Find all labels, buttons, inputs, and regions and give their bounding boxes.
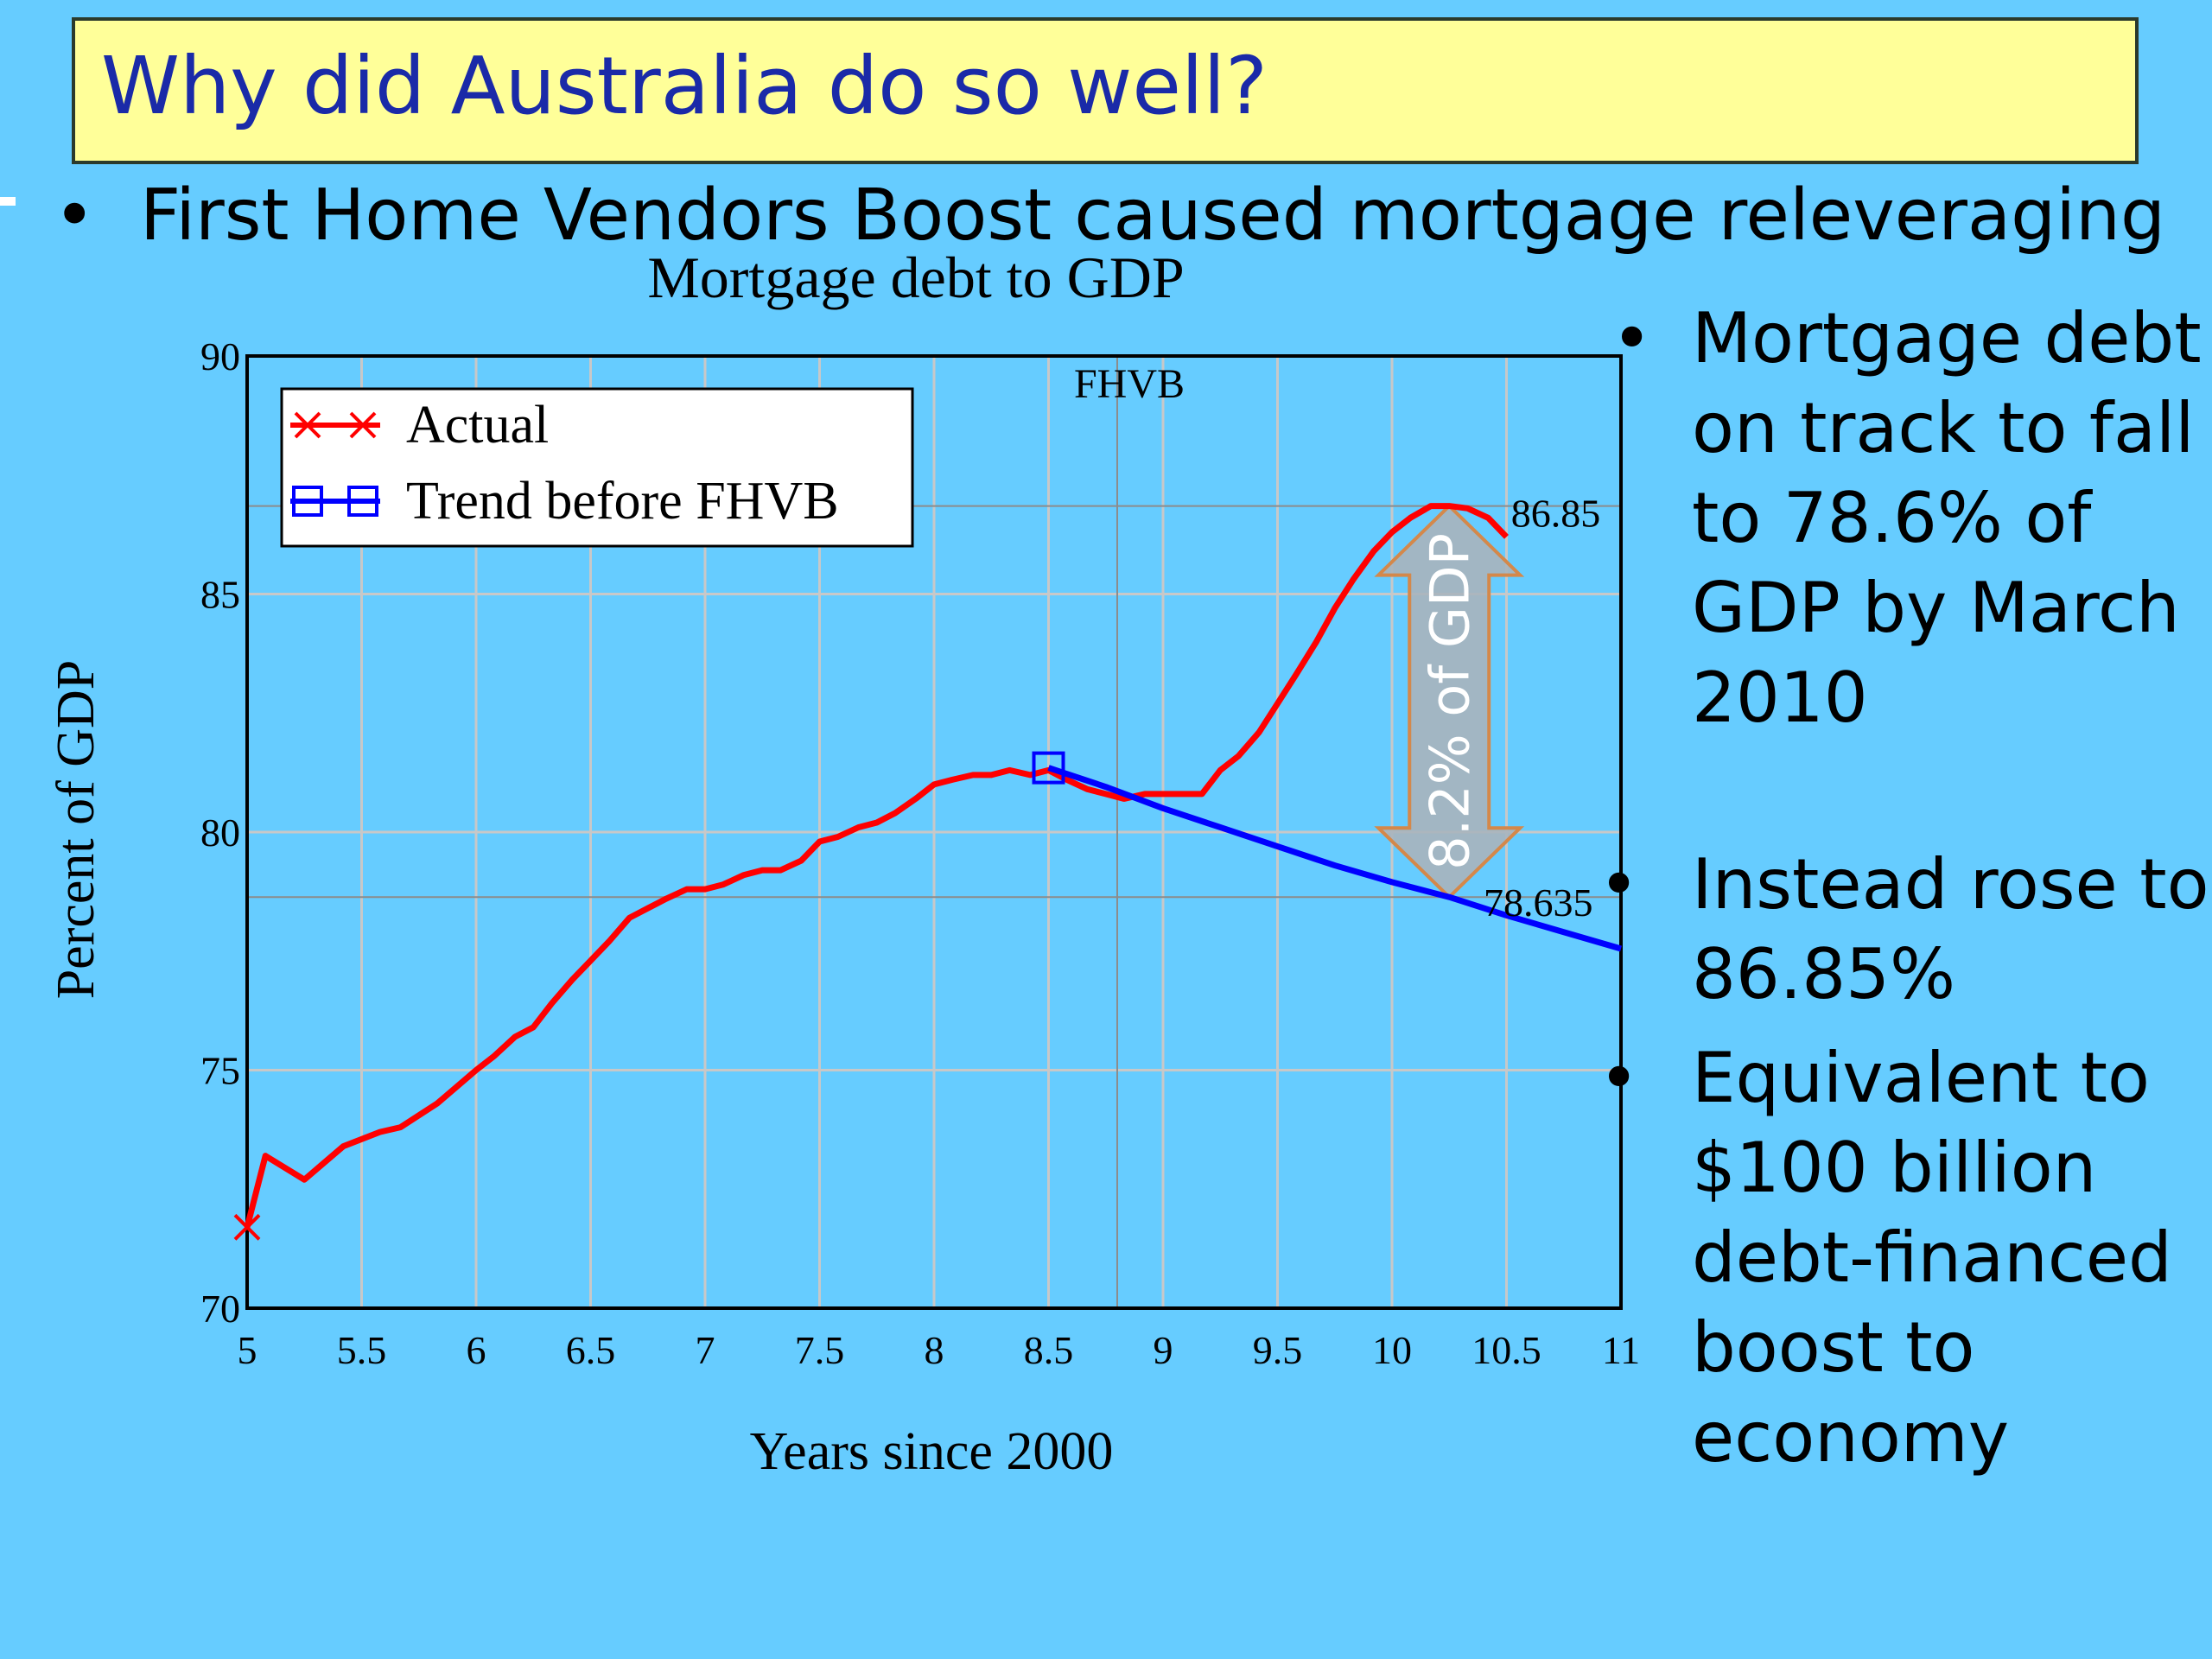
fhvb-label: FHVB [1074, 361, 1185, 407]
x-tick-label: 10 [1372, 1328, 1412, 1372]
x-tick-label: 5.5 [337, 1328, 387, 1372]
y-axis-label: Percent of GDP [47, 660, 105, 1000]
legend-marker-trend [347, 486, 378, 517]
series-line-trend [1047, 765, 1622, 952]
plot-border [245, 354, 1623, 1310]
corner-mark [0, 197, 16, 206]
x-tick-label: 9 [1154, 1328, 1173, 1372]
chart-title: Mortgage debt to GDP [647, 245, 1184, 310]
x-tick-label: 5 [238, 1328, 257, 1372]
x-tick-label: 6 [467, 1328, 486, 1372]
x-tick-label: 7 [696, 1328, 715, 1372]
series-lines [233, 503, 1622, 1241]
x-tick-label: 9.5 [1253, 1328, 1303, 1372]
x-tick-label: 8 [925, 1328, 944, 1372]
side-bullet-3-marker: • [1599, 1038, 1640, 1118]
side-bullet-2-text: Instead rose to 86.85% [1692, 844, 2209, 1014]
y-tick-labels: 70 75 80 85 90 [200, 334, 240, 1331]
x-tick-label: 11 [1602, 1328, 1640, 1372]
legend-marker-actual [294, 411, 321, 439]
legend-label-actual: Actual [406, 396, 549, 454]
y-tick-label: 75 [200, 1049, 240, 1093]
slide-title: Why did Australia do so well? [101, 40, 1268, 132]
chart-container: Mortgage debt to GDP Percent of GDP Year… [0, 242, 1650, 1521]
side-bullet-3-text: Equivalent to $100 billion debt-financed… [1692, 1038, 2172, 1478]
x-tick-label: 6.5 [566, 1328, 616, 1372]
side-bullet-2-marker: • [1599, 844, 1640, 925]
main-bullet-text: First Home Vendors Boost caused mortgage… [140, 175, 2166, 257]
legend-label-trend: Trend before FHVB [406, 472, 839, 531]
x-tick-label: 10.5 [1471, 1328, 1541, 1372]
legend-symbol-trend [290, 486, 380, 517]
title-box: Why did Australia do so well? [72, 17, 2139, 164]
annotations: FHVB 86.85 78.635 8.2% of GDP [1074, 361, 1600, 925]
y-tick-label: 80 [200, 810, 240, 855]
x-axis-label: Years since 2000 [750, 1422, 1114, 1481]
x-tick-label: 8.5 [1024, 1328, 1074, 1372]
series-marker-trend [1032, 751, 1065, 785]
y-tick-label: 90 [200, 334, 240, 378]
legend-symbol-actual [290, 411, 380, 439]
y-tick-label: 85 [200, 573, 240, 617]
bullet-marker: • [54, 175, 96, 257]
x-tick-labels: 5 5.5 6 6.5 7 7.5 8 8.5 9 9.5 10 10.5 11 [238, 1328, 1641, 1372]
trend-value-label: 78.635 [1484, 880, 1593, 925]
gap-label: 8.2% of GDP [1418, 533, 1481, 870]
y-tick-label: 70 [200, 1287, 240, 1331]
peak-value-label: 86.85 [1511, 492, 1601, 536]
side-bullet-1-marker: • [1611, 298, 1653, 378]
series-marker-actual [233, 1213, 261, 1241]
mortgage-debt-chart: Mortgage debt to GDP Percent of GDP Year… [47, 245, 1641, 1481]
side-bullet-1-text: Mortgage debt on track to fall to 78.6% … [1692, 298, 2202, 738]
legend-marker-actual [349, 411, 377, 439]
x-tick-label: 7.5 [795, 1328, 845, 1372]
legend-box [280, 387, 914, 548]
series-line-actual [244, 503, 1510, 1229]
main-bullet: • First Home Vendors Boost caused mortgag… [54, 175, 2165, 257]
legend-marker-trend [292, 486, 323, 517]
legend: Actual Trend before FHVB [280, 387, 914, 548]
